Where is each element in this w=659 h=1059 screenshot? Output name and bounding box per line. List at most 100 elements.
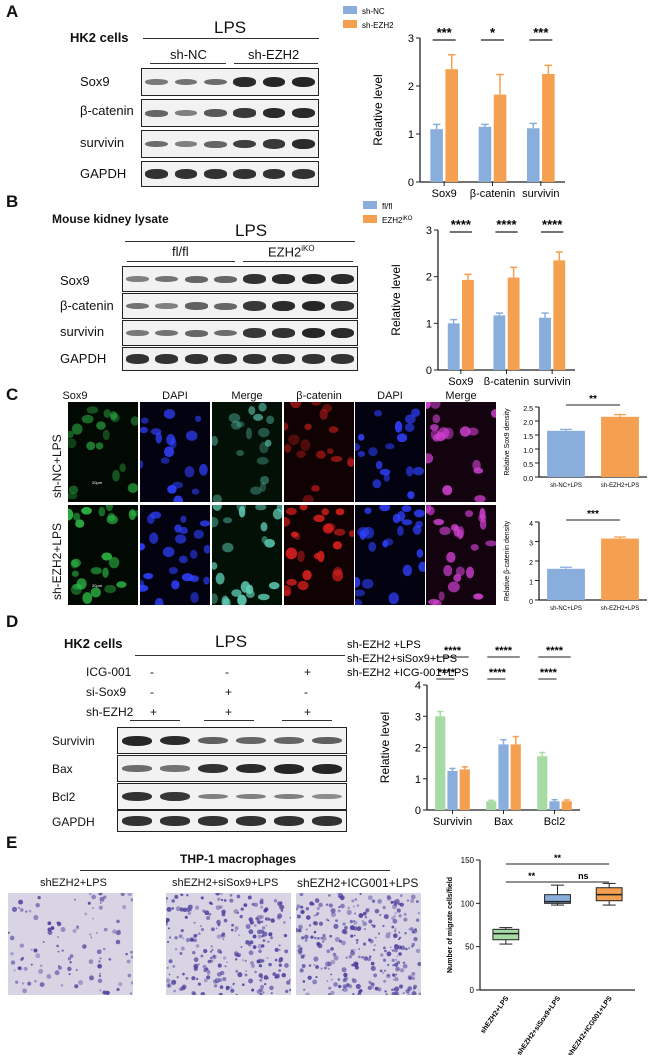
- migrated-cell: [372, 948, 376, 952]
- migrated-cell: [68, 973, 71, 976]
- cell-nucleus: [346, 456, 354, 467]
- migrated-cell: [196, 977, 199, 981]
- cell-nucleus: [173, 495, 184, 502]
- cell-nucleus: [394, 420, 403, 433]
- cell-nucleus: [382, 540, 389, 548]
- migrated-cell: [343, 930, 348, 935]
- cell-nucleus: [212, 505, 222, 511]
- blot-band: [243, 354, 267, 364]
- migrated-cell: [10, 960, 16, 965]
- panel-d-mark: +: [304, 665, 312, 679]
- migrated-cell: [78, 980, 84, 986]
- y-axis-label: Relative level: [378, 712, 392, 783]
- migrated-cell: [259, 978, 263, 982]
- migrated-cell: [398, 952, 402, 956]
- migrated-cell: [245, 924, 251, 929]
- migrated-cell: [202, 909, 206, 913]
- migrated-cell: [259, 993, 263, 995]
- cell-nucleus: [439, 526, 451, 536]
- cell-nucleus: [430, 402, 441, 409]
- cell-nucleus: [236, 421, 245, 428]
- cell-nucleus: [432, 414, 441, 424]
- blot-band: [203, 78, 227, 86]
- cell-nucleus: [68, 492, 78, 500]
- blot-band: [301, 328, 325, 338]
- cell-nucleus: [379, 468, 391, 476]
- panel-d-mark: +: [225, 685, 233, 699]
- sig-label: ****: [540, 667, 558, 679]
- migrated-cell: [215, 927, 218, 930]
- micrograph-cells: [140, 409, 208, 502]
- cell-nucleus: [264, 439, 272, 447]
- migrated-cell: [174, 948, 178, 951]
- migrated-cell: [260, 915, 264, 919]
- migrated-cell: [391, 988, 394, 991]
- migrated-cell: [392, 964, 395, 967]
- migrated-cell: [30, 963, 33, 966]
- blot-band: [184, 302, 208, 310]
- migrated-cell: [259, 898, 264, 903]
- migrated-cell: [377, 932, 381, 935]
- migrated-cell: [258, 964, 263, 968]
- bar: [601, 538, 639, 600]
- cell-nucleus: [119, 463, 126, 473]
- migrated-cell: [270, 936, 273, 940]
- migrated-cell: [67, 957, 72, 961]
- migrated-cell: [318, 921, 324, 926]
- blot-band: [184, 275, 208, 283]
- legend-swatch: [363, 201, 377, 209]
- panel-e-image-label: shEZH2+ICG001+LPS: [297, 876, 419, 890]
- migrated-cell: [229, 898, 234, 903]
- cell-nucleus: [248, 406, 256, 415]
- y-axis-label: Relative level: [389, 264, 403, 335]
- panel-c-col-label: Sox9: [62, 390, 88, 402]
- migrated-cell: [332, 952, 337, 957]
- migrated-cell: [88, 959, 94, 965]
- panel-b-lps-line: [125, 241, 355, 242]
- migrated-cell: [299, 968, 304, 973]
- bar: [430, 129, 443, 182]
- x-tick-label: shEZH2+LPS: [480, 995, 511, 1035]
- migrated-cell: [358, 990, 362, 994]
- migrated-cell: [395, 973, 398, 976]
- cell-nucleus: [364, 507, 372, 515]
- migrated-cell: [310, 935, 314, 939]
- migrated-cell: [166, 978, 171, 984]
- migrated-cell: [209, 956, 213, 960]
- cell-nucleus: [195, 415, 202, 423]
- cell-nucleus: [180, 515, 187, 523]
- x-tick-label: β-catenin: [484, 376, 529, 385]
- migrated-cell: [283, 933, 288, 938]
- migrated-cell: [391, 949, 394, 952]
- cell-nucleus: [199, 520, 210, 527]
- cell-nucleus: [455, 566, 465, 577]
- migrated-cell: [39, 982, 45, 988]
- cell-nucleus: [286, 578, 297, 586]
- migrated-cell: [200, 896, 204, 900]
- cell-nucleus: [372, 479, 382, 489]
- panel-letter-d: D: [6, 612, 19, 631]
- migrated-cell: [342, 984, 347, 989]
- panel-d-group-line: [130, 720, 180, 721]
- migrated-cell: [356, 941, 359, 945]
- migrated-cell: [179, 951, 183, 955]
- migrated-cell: [322, 940, 324, 943]
- migrated-cell: [60, 927, 66, 932]
- cell-nucleus: [163, 446, 175, 458]
- migrated-cell: [212, 979, 218, 984]
- panel-c-row-label: sh-NC+LPS: [50, 434, 64, 498]
- migrated-cell: [217, 897, 221, 901]
- micrograph: [284, 402, 354, 502]
- cell-nucleus: [429, 424, 439, 431]
- migrated-cell: [301, 964, 306, 968]
- migrated-cell: [261, 935, 264, 938]
- migrated-cell: [353, 934, 356, 937]
- sig-label: ***: [437, 25, 453, 40]
- migrated-cell: [209, 950, 213, 953]
- y-tick-label: 3: [415, 711, 421, 723]
- cell-nucleus: [302, 494, 314, 502]
- cell-nucleus: [433, 518, 445, 526]
- migrated-cell: [325, 903, 329, 906]
- bar: [510, 744, 521, 810]
- migrated-cell: [67, 966, 72, 972]
